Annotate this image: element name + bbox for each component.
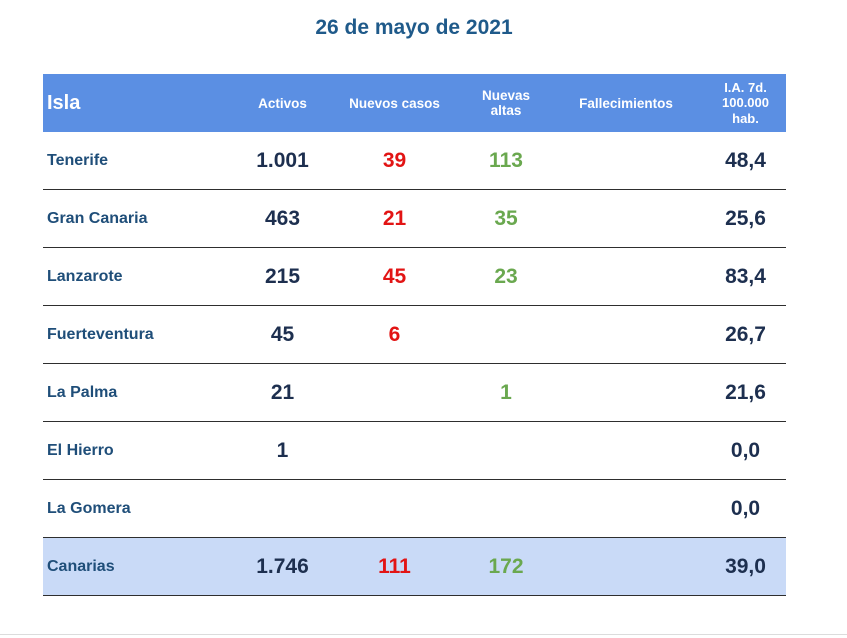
cell-activos: 1 — [241, 421, 324, 480]
cell-activos: 21 — [241, 363, 324, 422]
table-row: Gran Canaria 463 21 35 25,6 — [43, 189, 786, 248]
cell-isla: El Hierro — [43, 421, 241, 480]
cell-isla: Lanzarote — [43, 247, 241, 306]
cell-activos: 215 — [241, 247, 324, 306]
header-ia: I.A. 7d. 100.000 hab. — [705, 74, 786, 132]
header-ia-line1: I.A. 7d. — [724, 79, 767, 95]
header-nuevos-casos: Nuevos casos — [324, 74, 465, 132]
cell-altas — [465, 479, 547, 538]
cell-fallecimientos — [547, 421, 705, 480]
cell-altas: 1 — [465, 363, 547, 422]
cell-isla: Gran Canaria — [43, 189, 241, 248]
header-row: Isla Activos Nuevos casos Nuevas altas F… — [43, 74, 786, 132]
page-title: 26 de mayo de 2021 — [315, 16, 513, 39]
cell-isla: La Gomera — [43, 479, 241, 538]
table-row: El Hierro 1 0,0 — [43, 421, 786, 480]
cell-isla-total: Canarias — [43, 537, 241, 596]
cell-nuevos: 6 — [324, 305, 465, 364]
cell-ia: 48,4 — [705, 132, 786, 190]
cell-nuevos — [324, 421, 465, 480]
cell-ia: 21,6 — [705, 363, 786, 422]
table-row: Tenerife 1.001 39 113 48,4 — [43, 132, 786, 190]
cell-nuevos: 45 — [324, 247, 465, 306]
cell-altas — [465, 305, 547, 364]
header-activos: Activos — [241, 74, 324, 132]
table-row: Fuerteventura 45 6 26,7 — [43, 305, 786, 364]
covid-table: Isla Activos Nuevos casos Nuevas altas F… — [43, 74, 786, 596]
cell-isla: Fuerteventura — [43, 305, 241, 364]
cell-altas: 35 — [465, 189, 547, 248]
cell-nuevos — [324, 479, 465, 538]
cell-nuevos: 21 — [324, 189, 465, 248]
cell-fallecimientos — [547, 132, 705, 190]
table-row: La Palma 21 1 21,6 — [43, 363, 786, 422]
cell-fallecimientos — [547, 363, 705, 422]
total-row: Canarias 1.746 111 172 39,0 — [43, 537, 786, 596]
cell-nuevos-total: 111 — [324, 537, 465, 596]
header-ia-line2: 100.000 — [722, 95, 769, 111]
cell-activos-total: 1.746 — [241, 537, 324, 596]
cell-activos: 1.001 — [241, 132, 324, 190]
bottom-divider — [0, 634, 847, 635]
cell-altas: 113 — [465, 132, 547, 190]
cell-ia: 0,0 — [705, 479, 786, 538]
cell-ia: 0,0 — [705, 421, 786, 480]
header-ia-line3: hab. — [732, 110, 759, 126]
cell-nuevos: 39 — [324, 132, 465, 190]
cell-altas — [465, 421, 547, 480]
cell-isla: Tenerife — [43, 132, 241, 190]
cell-fallecimientos-total — [547, 537, 705, 596]
cell-ia: 26,7 — [705, 305, 786, 364]
cell-ia: 25,6 — [705, 189, 786, 248]
cell-fallecimientos — [547, 479, 705, 538]
cell-ia-total: 39,0 — [705, 537, 786, 596]
table-row: Lanzarote 215 45 23 83,4 — [43, 247, 786, 306]
table-row: La Gomera 0,0 — [43, 479, 786, 538]
cell-altas: 23 — [465, 247, 547, 306]
cell-activos: 463 — [241, 189, 324, 248]
cell-fallecimientos — [547, 305, 705, 364]
header-isla: Isla — [43, 74, 241, 132]
cell-activos: 45 — [241, 305, 324, 364]
cell-isla: La Palma — [43, 363, 241, 422]
cell-ia: 83,4 — [705, 247, 786, 306]
header-nuevas-altas: Nuevas altas — [465, 74, 547, 132]
header-fallecimientos: Fallecimientos — [547, 74, 705, 132]
cell-activos — [241, 479, 324, 538]
cell-altas-total: 172 — [465, 537, 547, 596]
cell-fallecimientos — [547, 247, 705, 306]
cell-fallecimientos — [547, 189, 705, 248]
cell-nuevos — [324, 363, 465, 422]
